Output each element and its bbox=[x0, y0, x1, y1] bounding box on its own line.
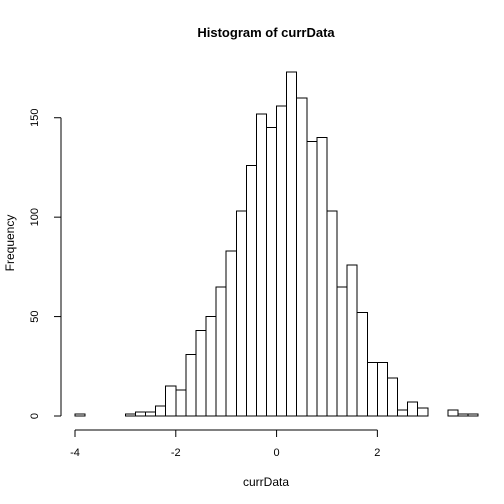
histogram-bar bbox=[306, 141, 318, 417]
y-tick-label: 0 bbox=[29, 413, 41, 419]
x-tick-label: 0 bbox=[274, 447, 280, 459]
histogram-bar bbox=[467, 413, 479, 417]
histogram-bar bbox=[447, 409, 459, 417]
histogram-bar bbox=[155, 405, 167, 417]
histogram-bar bbox=[386, 377, 399, 417]
histogram-bar bbox=[185, 353, 197, 417]
histogram-bar bbox=[276, 105, 288, 417]
histogram-bar bbox=[145, 411, 157, 417]
chart-title: Histogram of currData bbox=[197, 25, 335, 40]
y-axis-label: Frequency bbox=[3, 215, 17, 272]
histogram-bar bbox=[356, 312, 368, 417]
histogram-bar bbox=[195, 330, 207, 417]
histogram-bar bbox=[124, 413, 136, 417]
y-tick-label: 100 bbox=[29, 208, 41, 226]
histogram-bar bbox=[165, 385, 177, 417]
histogram-bar bbox=[366, 361, 378, 417]
y-axis: 0 50 100 150 bbox=[29, 109, 62, 419]
histogram-bar bbox=[225, 250, 237, 417]
histogram-bar bbox=[74, 413, 86, 417]
x-tick-label: -2 bbox=[171, 447, 181, 459]
bars-group bbox=[74, 71, 479, 417]
y-tick-label: 50 bbox=[29, 310, 41, 322]
histogram-bar bbox=[205, 316, 217, 417]
histogram-bar bbox=[326, 210, 338, 417]
x-axis: -4 -2 0 2 bbox=[70, 429, 380, 459]
x-tick-label: -4 bbox=[70, 447, 80, 459]
histogram-bar bbox=[286, 71, 298, 417]
histogram-bar bbox=[417, 407, 429, 417]
histogram-bar bbox=[336, 286, 348, 417]
histogram-bar bbox=[175, 389, 187, 417]
histogram-bar bbox=[266, 127, 278, 417]
histogram-bar bbox=[215, 286, 227, 417]
y-tick-label: 150 bbox=[29, 109, 41, 127]
histogram-bar bbox=[245, 164, 257, 417]
histogram-bar bbox=[134, 411, 147, 417]
histogram-bar bbox=[296, 97, 308, 417]
histogram-bar bbox=[457, 413, 469, 417]
histogram-bar bbox=[407, 401, 419, 417]
histogram-bar bbox=[376, 361, 388, 417]
histogram-bar bbox=[346, 264, 358, 417]
histogram-bar bbox=[235, 210, 247, 417]
x-tick-label: 2 bbox=[374, 447, 380, 459]
histogram-bar bbox=[316, 137, 328, 417]
histogram-bar bbox=[397, 409, 409, 417]
histogram-bar bbox=[255, 113, 268, 417]
x-axis-label: currData bbox=[243, 475, 289, 489]
